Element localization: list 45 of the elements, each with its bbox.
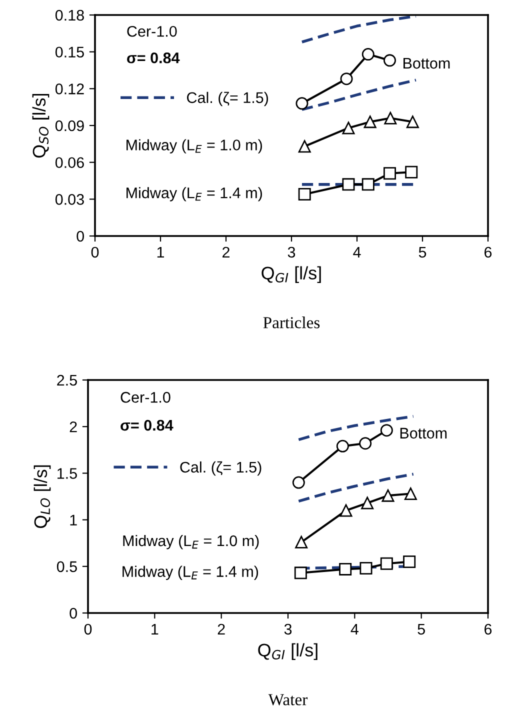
y-axis-title: Q$_{LO}$ [l/s] xyxy=(34,465,51,528)
x-tick-label: 4 xyxy=(350,624,358,634)
annotation: σ= 0.84 xyxy=(127,52,180,64)
x-tick-label: 5 xyxy=(418,624,425,635)
text: Midway (L$_{E}$ = 1.0 m) xyxy=(123,534,259,550)
y-tick-label: 0.15 xyxy=(55,46,84,58)
x-tick-label: 2 xyxy=(222,246,230,258)
text: Water xyxy=(268,694,308,706)
legend-label: Midway (L$_{E}$ = 1.4 m) xyxy=(126,187,262,202)
x-tick-label: 5 xyxy=(418,246,426,258)
y-tick-label: 0.18 xyxy=(55,10,84,21)
text: Midway (L$_{E}$ = 1.0 m) xyxy=(126,139,262,154)
x-tick-label: 0 xyxy=(91,246,99,258)
y-axis-title: Q$_{SO}$ [l/s] xyxy=(32,94,50,158)
x-tick-label: 0 xyxy=(84,624,92,635)
x-tick-label: 4 xyxy=(353,246,361,258)
y-tick-label: 0.03 xyxy=(55,194,84,205)
y-tick-label: 1 xyxy=(70,514,77,526)
y-tick-label: 0.09 xyxy=(55,120,84,132)
annotation: Cer-1.0 xyxy=(127,26,177,37)
y-tick-label: 0.5 xyxy=(56,561,77,572)
legend-label: Cal. (ζ= 1.5) xyxy=(187,92,268,106)
x-tick-label: 3 xyxy=(284,624,292,635)
x-tick-label: 2 xyxy=(218,624,225,634)
y-tick-label: 1.5 xyxy=(58,468,77,479)
series-label: Bottom xyxy=(400,428,447,439)
x-tick-label: 1 xyxy=(152,624,158,634)
text: Particles xyxy=(263,316,320,328)
y-tick-label: 0.12 xyxy=(55,84,84,94)
x-tick-label: 1 xyxy=(157,246,164,258)
text: Midway (L$_{E}$ = 1.4 m) xyxy=(122,566,258,580)
y-tick-label: 0.06 xyxy=(55,157,84,168)
legend-label: Cal. (ζ= 1.5) xyxy=(180,461,262,476)
annotation: σ= 0.84 xyxy=(120,420,174,431)
y-tick-label: 0 xyxy=(76,230,84,242)
y-tick-label: 2 xyxy=(70,421,77,432)
series-label: Bottom xyxy=(404,58,450,69)
y-tick-label: 0 xyxy=(70,608,77,619)
annotation: Cer-1.0 xyxy=(120,392,170,403)
y-tick-label: 2.5 xyxy=(57,374,77,386)
x-tick-label: 6 xyxy=(484,246,492,258)
x-axis-title: Q$_{GI}$ [l/s] xyxy=(262,266,321,284)
x-axis-title: Q$_{GI}$ [l/s] xyxy=(258,643,318,660)
x-tick-label: 3 xyxy=(288,246,296,258)
x-tick-label: 6 xyxy=(484,624,492,635)
